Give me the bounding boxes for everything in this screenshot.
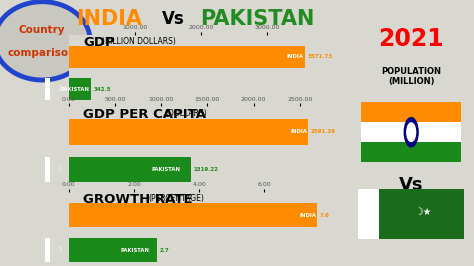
Text: 2591.39: 2591.39 xyxy=(311,130,336,134)
Circle shape xyxy=(0,2,90,80)
Text: INDIA: INDIA xyxy=(287,54,304,59)
Bar xyxy=(45,157,50,182)
Text: PAKISTAN: PAKISTAN xyxy=(152,167,181,172)
Text: ☽: ☽ xyxy=(55,247,62,253)
Text: ☽★: ☽★ xyxy=(415,206,432,217)
Bar xyxy=(69,203,317,227)
Text: (BILLION DOLLARS): (BILLION DOLLARS) xyxy=(102,37,176,46)
Bar xyxy=(361,142,461,162)
Bar xyxy=(45,78,50,100)
Text: INDIA: INDIA xyxy=(291,130,308,134)
Text: 7.6: 7.6 xyxy=(319,213,329,218)
Text: INDIA: INDIA xyxy=(76,9,142,29)
Text: GDP: GDP xyxy=(83,36,115,49)
Bar xyxy=(69,157,191,182)
Text: INDIA: INDIA xyxy=(299,213,316,218)
Text: (DOLLARS): (DOLLARS) xyxy=(165,109,207,118)
Text: ☽: ☽ xyxy=(55,167,62,172)
Bar xyxy=(69,46,304,68)
Bar xyxy=(361,102,461,122)
Bar xyxy=(358,189,464,239)
Text: PAKISTAN: PAKISTAN xyxy=(121,248,150,253)
Text: GROWTH RATE: GROWTH RATE xyxy=(83,193,192,206)
Text: 3571.73: 3571.73 xyxy=(307,54,333,59)
Text: PAKISTAN: PAKISTAN xyxy=(61,87,90,92)
Text: Vs: Vs xyxy=(399,176,423,194)
Text: 2021: 2021 xyxy=(378,27,444,51)
Text: comparison: comparison xyxy=(8,48,76,58)
Text: ☽: ☽ xyxy=(55,86,62,92)
Text: 2.7: 2.7 xyxy=(160,248,169,253)
Bar xyxy=(45,238,50,262)
Text: GDP PER CAPITA: GDP PER CAPITA xyxy=(83,108,206,121)
Bar xyxy=(69,78,91,100)
Text: PAKISTAN: PAKISTAN xyxy=(200,9,314,29)
Text: 342.5: 342.5 xyxy=(94,87,111,92)
Circle shape xyxy=(404,118,418,147)
Bar xyxy=(69,119,308,145)
Text: Country: Country xyxy=(19,25,65,35)
Text: POPULATION
(MILLION): POPULATION (MILLION) xyxy=(381,66,441,86)
Text: 1319.22: 1319.22 xyxy=(193,167,219,172)
Text: (PERCENTAGE): (PERCENTAGE) xyxy=(148,194,204,203)
Bar xyxy=(361,122,461,142)
Text: Vs: Vs xyxy=(162,10,185,28)
Circle shape xyxy=(407,123,416,142)
Bar xyxy=(69,238,157,262)
Bar xyxy=(358,189,379,239)
